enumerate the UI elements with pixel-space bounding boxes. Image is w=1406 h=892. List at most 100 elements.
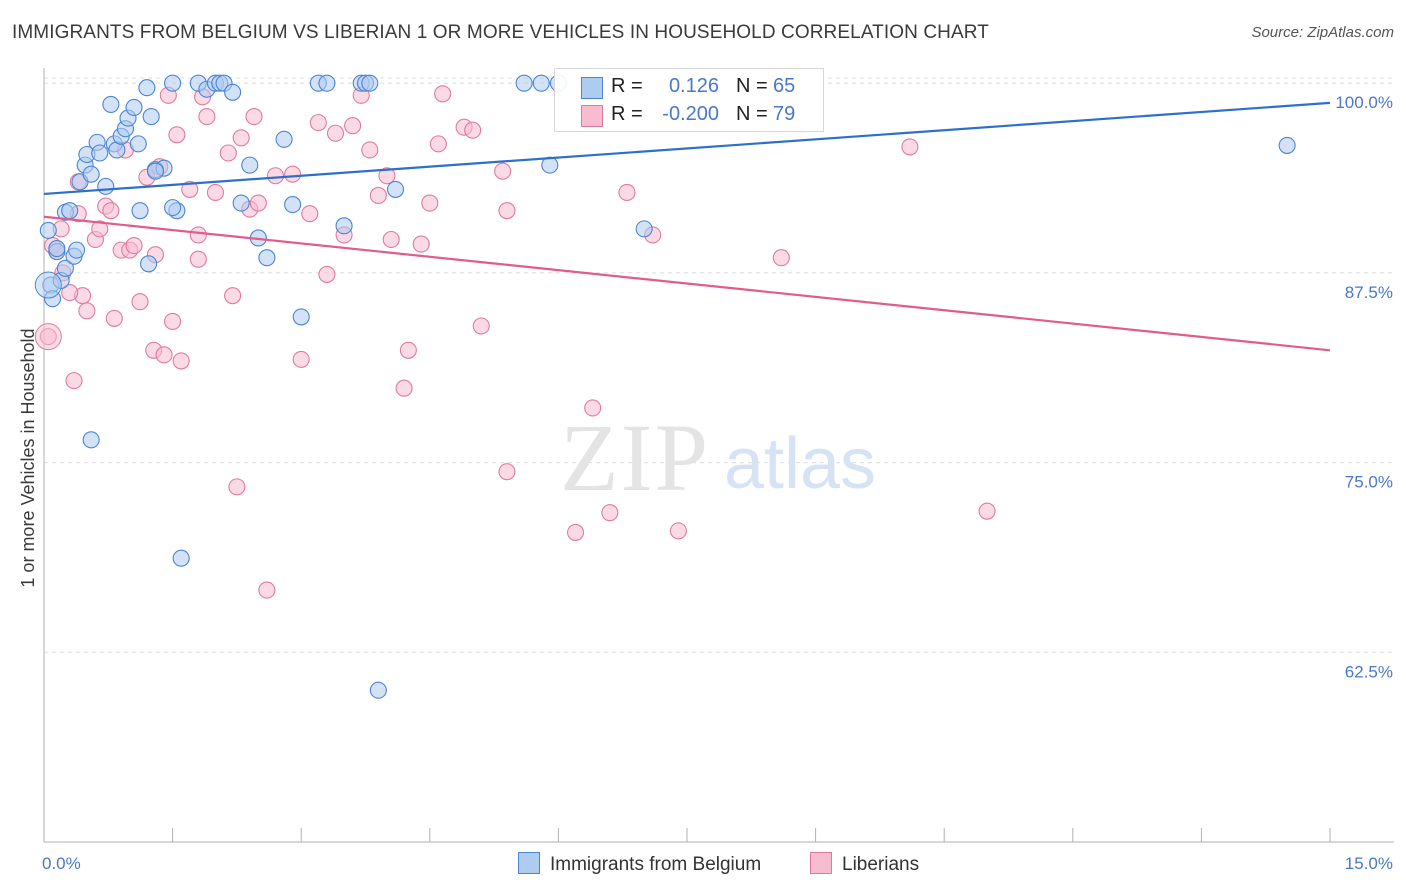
belgium-trend-line [43, 101, 1331, 196]
liberian-point [472, 317, 490, 335]
belgium-point [172, 549, 190, 567]
liberian-point [91, 220, 109, 238]
legend-swatch-pink [581, 105, 603, 127]
liberian-point [181, 180, 199, 198]
liberian-point [378, 167, 396, 185]
liberian-point [105, 309, 123, 327]
liberian-point [618, 183, 636, 201]
y-tick-label: 100.0% [1335, 93, 1393, 112]
liberians-points [34, 85, 996, 599]
liberian-point [155, 346, 173, 364]
liberian-point [309, 114, 327, 132]
liberian-point [198, 108, 216, 126]
liberian-point [292, 350, 310, 368]
liberian-point [344, 117, 362, 135]
legend-r-label: R = [611, 103, 643, 125]
belgium-point [361, 74, 379, 92]
liberian-point [164, 312, 182, 330]
liberian-point [172, 352, 190, 370]
bottom-legend-swatch-pink [810, 852, 832, 874]
belgium-point [515, 74, 533, 92]
belgium-point [335, 217, 353, 235]
liberian-point [318, 265, 336, 283]
belgium-point [82, 165, 100, 183]
liberian-point [125, 237, 143, 255]
belgium-point [131, 202, 149, 220]
liberian-point [369, 186, 387, 205]
belgium-point [224, 83, 242, 101]
belgium-point [241, 156, 259, 174]
bottom-legend-belgium: Immigrants from Belgium [518, 852, 761, 876]
belgium-point [48, 240, 66, 258]
liberian-point [361, 141, 379, 159]
belgium-point [39, 221, 57, 239]
legend-n-value: 65 [773, 75, 796, 97]
bottom-legend-label: Liberians [842, 854, 920, 875]
liberian-point [498, 463, 516, 481]
belgium-point [164, 74, 182, 92]
liberian-point [464, 121, 482, 139]
belgium-point [1278, 136, 1296, 154]
liberian-point [168, 126, 186, 144]
belgium-point-large [34, 271, 62, 299]
belgium-point [258, 249, 276, 267]
legend-swatch-blue [581, 77, 603, 99]
watermark-atlas: atlas [724, 424, 876, 504]
belgium-point [102, 95, 120, 113]
belgium-point [275, 130, 293, 148]
watermark-zip: ZIP [560, 404, 710, 511]
liberian-point [189, 226, 207, 244]
liberian-point [434, 85, 452, 103]
liberian-point [224, 287, 242, 305]
liberian-point [901, 138, 919, 156]
belgium-point [232, 194, 250, 212]
bottom-legend-liberians: Liberians [810, 852, 919, 876]
belgium-point [318, 74, 336, 92]
liberian-point [498, 202, 516, 220]
liberian-point-large [34, 323, 62, 351]
liberian-point [189, 250, 207, 268]
y-tick-label: 75.0% [1345, 473, 1393, 492]
liberian-point [494, 162, 512, 180]
liberian-point [395, 379, 413, 397]
liberian-point [412, 235, 430, 253]
liberian-point [266, 167, 285, 185]
liberian-point [772, 249, 790, 267]
chart-title: IMMIGRANTS FROM BELGIUM VS LIBERIAN 1 OR… [12, 22, 989, 43]
belgium-point [140, 255, 158, 273]
liberian-point [228, 478, 246, 496]
stats-legend: R = 0.126 N = 65 R = -0.200 N = 79 [554, 68, 824, 132]
y-tick-label: 87.5% [1345, 283, 1393, 302]
belgium-point [61, 202, 79, 220]
tick-labels: 100.0% 87.5% 75.0% 62.5% 0.0% 15.0% [42, 93, 1393, 873]
legend-row-liberians: R = -0.200 N = 79 [555, 101, 823, 129]
liberian-point [78, 302, 96, 320]
belgium-point [164, 199, 182, 217]
liberian-point [65, 372, 83, 390]
belgium-point [284, 196, 302, 214]
belgium-points [34, 74, 1296, 699]
bottom-legend-label: Immigrants from Belgium [550, 854, 762, 875]
liberian-point [382, 230, 400, 249]
legend-r-value: 0.126 [668, 75, 719, 97]
liberian-point [584, 399, 602, 417]
belgium-point [129, 135, 147, 153]
liberian-point [284, 165, 302, 183]
belgium-point [369, 681, 387, 699]
liberian-point [219, 144, 237, 162]
liberian-point [399, 341, 417, 359]
belgium-point [56, 259, 74, 277]
belgium-point [146, 162, 165, 180]
source-label: Source: ZipAtlas.com [1251, 24, 1394, 41]
legend-n-label: N = [736, 75, 768, 97]
liberian-point [301, 205, 319, 223]
legend-n-value: 79 [773, 103, 796, 125]
liberian-point [258, 581, 276, 599]
liberian-point [669, 522, 687, 540]
legend-r-value: -0.200 [662, 103, 719, 125]
belgium-point [68, 241, 86, 259]
liberian-point [206, 183, 225, 201]
y-tick-label: 62.5% [1345, 662, 1393, 681]
liberian-trend-line [43, 215, 1331, 352]
